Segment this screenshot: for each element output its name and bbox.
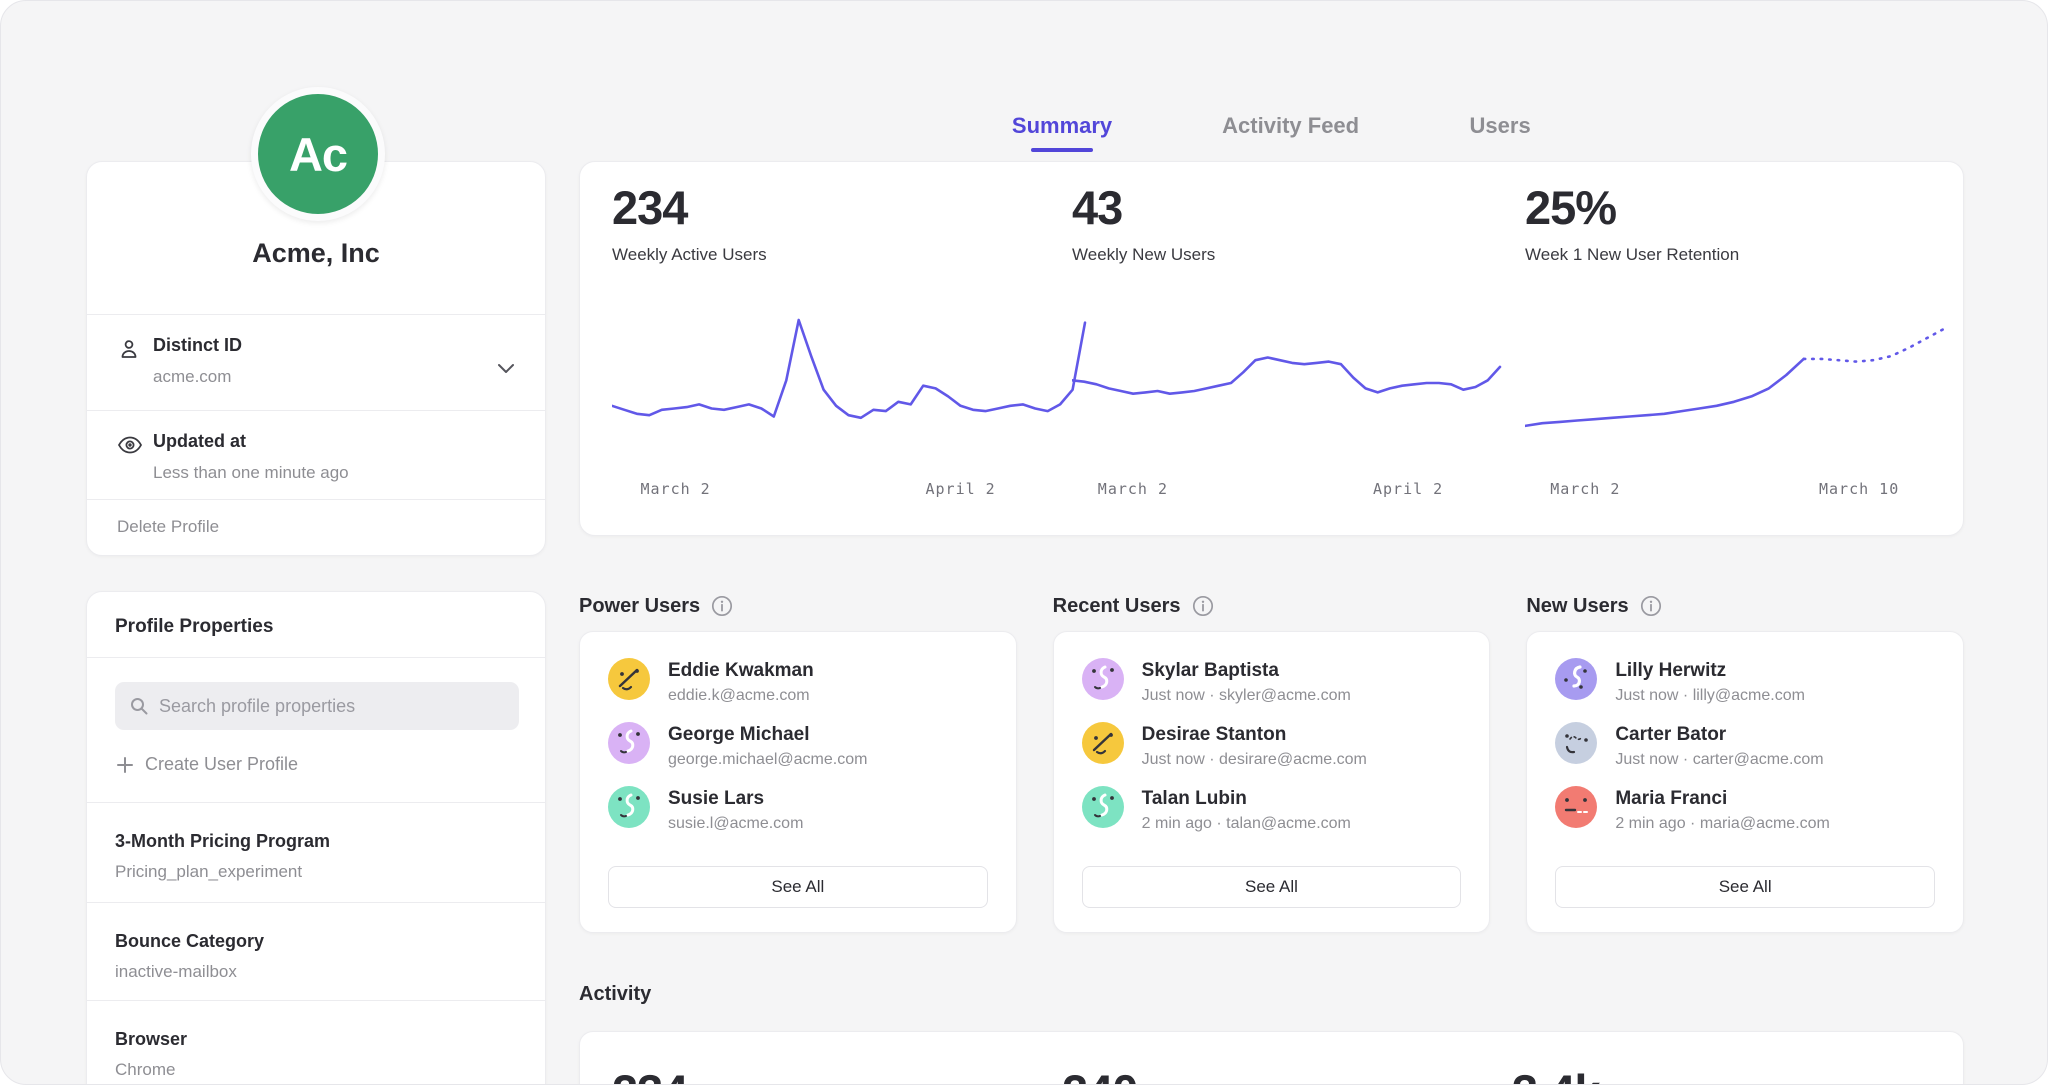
property-name: Browser xyxy=(115,1029,517,1050)
updated-at-label: Updated at xyxy=(153,431,246,452)
recent-users-column: Recent Users xyxy=(1053,581,1491,933)
property-item: Browser Chrome xyxy=(87,1000,545,1085)
chevron-down-icon[interactable] xyxy=(497,363,515,374)
property-name: 3-Month Pricing Program xyxy=(115,831,517,852)
weekly-new-users-sparkline xyxy=(1072,308,1502,458)
new-users-card: Lilly Herwitz Just now · lilly@acme.com … xyxy=(1526,631,1964,933)
create-user-profile-label: Create User Profile xyxy=(145,754,298,775)
stat-value: 234 xyxy=(612,180,687,235)
stat-value: 43 xyxy=(1072,180,1122,235)
user-row[interactable]: Maria Franci 2 min ago · maria@acme.com xyxy=(1555,786,1935,833)
power-users-header: Power Users xyxy=(579,581,1017,631)
delete-profile-button[interactable]: Delete Profile xyxy=(117,517,219,537)
retention-sparkline xyxy=(1525,308,1945,458)
delete-profile-row: Delete Profile xyxy=(87,499,545,557)
distinct-id-row: Distinct ID acme.com xyxy=(87,314,545,410)
avatar-wink-face xyxy=(1082,722,1124,764)
see-all-button[interactable]: See All xyxy=(608,866,988,908)
person-icon xyxy=(117,337,141,361)
avatar-wink-face xyxy=(608,658,650,700)
company-avatar: Ac xyxy=(251,87,385,221)
updated-at-row: Updated at Less than one minute ago xyxy=(87,410,545,499)
profile-properties-search[interactable] xyxy=(115,682,519,730)
activity-card: 234 240 3.4k xyxy=(579,1031,1964,1085)
stat-label: Weekly New Users xyxy=(1072,245,1215,265)
power-users-card: Eddie Kwakman eddie.k@acme.com George Mi… xyxy=(579,631,1017,933)
avatar-flat-mouth-face xyxy=(1555,786,1597,828)
stat-label: Weekly Active Users xyxy=(612,245,767,265)
profile-page: Ac Acme, Inc Distinct ID acme.com xyxy=(0,0,2048,1085)
avatar-squiggle-face xyxy=(1082,658,1124,700)
property-item: 3-Month Pricing Program Pricing_plan_exp… xyxy=(87,802,545,902)
avatar-squiggle-face xyxy=(1082,786,1124,828)
user-row[interactable]: Lilly Herwitz Just now · lilly@acme.com xyxy=(1555,658,1935,705)
property-name: Bounce Category xyxy=(115,931,517,952)
see-all-button[interactable]: See All xyxy=(1555,866,1935,908)
property-value: Pricing_plan_experiment xyxy=(115,862,517,882)
distinct-id-label: Distinct ID xyxy=(153,335,242,356)
distinct-id-value: acme.com xyxy=(153,367,231,387)
eye-icon xyxy=(117,435,143,455)
info-icon[interactable] xyxy=(710,594,734,618)
company-name: Acme, Inc xyxy=(87,238,545,269)
tab-activity-feed[interactable]: Activity Feed xyxy=(1222,113,1359,152)
search-input[interactable] xyxy=(159,696,505,717)
info-icon[interactable] xyxy=(1191,594,1215,618)
activity-stat: 3.4k xyxy=(1512,1064,1599,1085)
x-axis-labels: March 2 April 2 xyxy=(612,480,1087,502)
tab-users[interactable]: Users xyxy=(1469,113,1531,152)
user-row[interactable]: George Michael george.michael@acme.com xyxy=(608,722,988,769)
recent-users-header: Recent Users xyxy=(1053,581,1491,631)
create-user-profile-button[interactable]: Create User Profile xyxy=(117,754,298,775)
new-users-column: New Users xyxy=(1526,581,1964,933)
new-users-header: New Users xyxy=(1526,581,1964,631)
user-lists-section: Power Users xyxy=(579,581,1964,933)
x-axis-labels: March 2 April 2 xyxy=(1072,480,1502,502)
user-row[interactable]: Skylar Baptista Just now · skyler@acme.c… xyxy=(1082,658,1462,705)
updated-at-value: Less than one minute ago xyxy=(153,463,349,483)
search-icon xyxy=(129,696,149,716)
avatar-white-squiggle-face xyxy=(1555,658,1597,700)
x-axis-labels: March 2 March 10 xyxy=(1525,480,1945,502)
stat-value: 25% xyxy=(1525,180,1616,235)
user-row[interactable]: Talan Lubin 2 min ago · talan@acme.com xyxy=(1082,786,1462,833)
user-row[interactable]: Eddie Kwakman eddie.k@acme.com xyxy=(608,658,988,705)
property-item: Bounce Category inactive-mailbox xyxy=(87,902,545,1000)
avatar-moon-face xyxy=(1555,722,1597,764)
tab-bar: Summary Activity Feed Users xyxy=(579,113,1964,152)
company-avatar-initials: Ac xyxy=(289,127,347,182)
tab-summary[interactable]: Summary xyxy=(1012,113,1112,152)
avatar-squiggle-face xyxy=(608,786,650,828)
recent-users-card: Skylar Baptista Just now · skyler@acme.c… xyxy=(1053,631,1491,933)
profile-properties-title: Profile Properties xyxy=(115,616,273,638)
retention-block: 25% Week 1 New User Retention March 2 Ma… xyxy=(1525,162,1945,535)
avatar-squiggle-face xyxy=(608,722,650,764)
user-row[interactable]: Carter Bator Just now · carter@acme.com xyxy=(1555,722,1935,769)
property-value: Chrome xyxy=(115,1060,517,1080)
power-users-column: Power Users xyxy=(579,581,1017,933)
user-row[interactable]: Susie Lars susie.l@acme.com xyxy=(608,786,988,833)
stat-label: Week 1 New User Retention xyxy=(1525,245,1739,265)
weekly-new-users-block: 43 Weekly New Users March 2 April 2 xyxy=(1072,162,1502,535)
profile-properties-card: Profile Properties Create User Profile 3… xyxy=(86,591,546,1085)
activity-section-title: Activity xyxy=(579,983,651,1006)
activity-stat: 240 xyxy=(1062,1064,1137,1085)
user-row[interactable]: Desirae Stanton Just now · desirare@acme… xyxy=(1082,722,1462,769)
active-tab-underline xyxy=(1031,148,1093,152)
plus-icon xyxy=(117,757,133,773)
divider xyxy=(87,657,545,658)
weekly-active-users-block: 234 Weekly Active Users March 2 April 2 xyxy=(612,162,1087,535)
see-all-button[interactable]: See All xyxy=(1082,866,1462,908)
activity-stat: 234 xyxy=(612,1064,687,1085)
summary-stats-card: 234 Weekly Active Users March 2 April 2 … xyxy=(579,161,1964,536)
weekly-active-users-sparkline xyxy=(612,308,1087,458)
property-value: inactive-mailbox xyxy=(115,962,517,982)
info-icon[interactable] xyxy=(1639,594,1663,618)
